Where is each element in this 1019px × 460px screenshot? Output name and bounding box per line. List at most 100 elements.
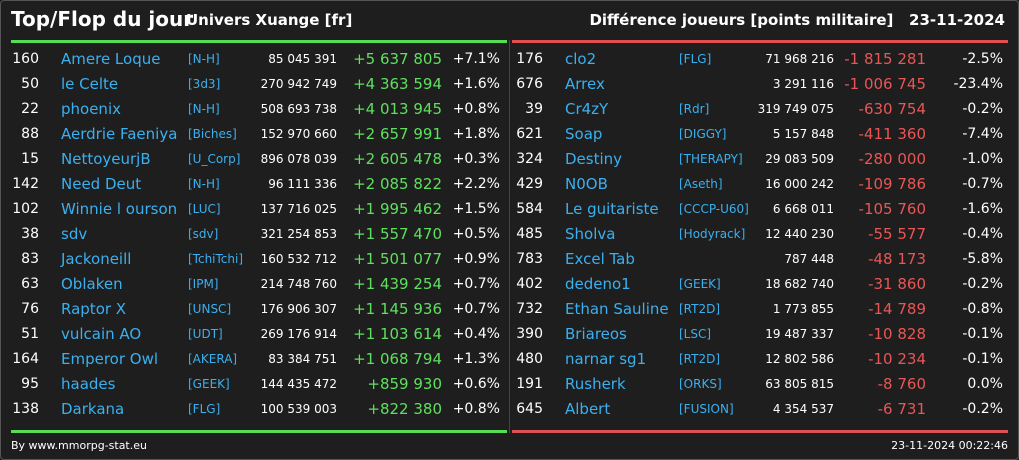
player-name-link[interactable]: phoenix [61,100,121,118]
player-name-link[interactable]: Excel Tab [565,250,635,268]
alliance-tag-link[interactable]: [U_Corp] [188,152,241,166]
player-name-link[interactable]: Need Deut [61,175,142,193]
points-cell: 18 682 740 [765,277,834,291]
top-players-table: 160 Amere Loque [N-H] 85 045 391 +5 637 805 +… [11,47,507,422]
player-name-link[interactable]: Ethan Sauline [565,300,669,318]
alliance-tag-link[interactable]: [TchiTchi] [188,252,244,266]
player-name-link[interactable]: Rusherk [565,375,626,393]
table-row: 402 dedeno1 [GEEK] 18 682 740 -31 860 -0.2% [512,272,1008,297]
table-row: 480 narnar sg1 [RT2D] 12 802 586 -10 234 -0.1… [512,347,1008,372]
player-name-link[interactable]: vulcain AO [61,325,142,343]
delta-cell: -14 789 [868,300,926,318]
alliance-tag-link[interactable]: [FLG] [679,52,712,66]
points-cell: 71 968 216 [765,52,834,66]
points-cell: 1 773 855 [772,302,834,316]
player-name-link[interactable]: Raptor X [61,300,127,318]
player-name-link[interactable]: Aerdrie Faeniya [61,125,178,143]
delta-cell: -1 006 745 [844,75,926,93]
alliance-tag-link[interactable]: [Rdr] [679,102,710,116]
player-name-link[interactable]: Soap [565,125,603,143]
alliance-tag-link[interactable]: [LUC] [188,202,221,216]
alliance-tag-link[interactable]: [FUSION] [679,402,734,416]
rank-cell: 429 [516,176,543,192]
alliance-tag-link[interactable]: [GEEK] [188,377,230,391]
alliance-tag-link[interactable]: [N-H] [188,52,220,66]
player-name-link[interactable]: sdv [61,225,88,243]
player-name-link[interactable]: Cr4zY [565,100,609,118]
table-row: 38 sdv [sdv] 321 254 853 +1 557 470 +0.5% [11,222,507,247]
alliance-tag-link[interactable]: [N-H] [188,102,220,116]
points-cell: 137 716 025 [260,202,337,216]
player-name-link[interactable]: Destiny [565,150,623,168]
alliance-tag-link[interactable]: [RT2D] [679,302,721,316]
player-name-link[interactable]: Briareos [565,325,627,343]
alliance-tag-link[interactable]: [Aseth] [679,177,723,191]
alliance-tag-link[interactable]: [CCCP-U60] [679,202,749,216]
points-cell: 160 532 712 [260,252,337,266]
table-row: 390 Briareos [LSC] 19 487 337 -10 828 -0.1% [512,322,1008,347]
player-name-link[interactable]: Amere Loque [61,50,161,68]
player-name-link[interactable]: clo2 [565,50,597,68]
delta-cell: -48 173 [868,250,926,268]
rank-cell: 142 [12,176,39,192]
alliance-tag-link[interactable]: [N-H] [188,177,220,191]
alliance-tag-link[interactable]: [UNSC] [188,302,232,316]
delta-cell: -109 786 [858,175,926,193]
player-name-link[interactable]: N0OB [565,175,608,193]
alliance-tag-link[interactable]: [RT2D] [679,352,721,366]
alliance-tag-link[interactable]: [UDT] [188,327,223,341]
footer-timestamp: 23-11-2024 00:22:46 [891,439,1008,452]
bottom-divider-red [512,430,1008,433]
points-cell: 319 749 075 [757,102,834,116]
player-name-link[interactable]: Arrex [565,75,605,93]
percent-cell: +7.1% [452,51,500,67]
alliance-tag-link[interactable]: [FLG] [188,402,221,416]
alliance-tag-link[interactable]: [3d3] [188,77,221,91]
points-cell: 214 748 760 [260,277,337,291]
player-name-link[interactable]: narnar sg1 [565,350,647,368]
percent-cell: -5.8% [962,251,1003,267]
player-name-link[interactable]: haades [61,375,116,393]
player-name-link[interactable]: le Celte [61,75,119,93]
player-name-link[interactable]: Jackoneill [61,250,132,268]
rank-cell: 50 [21,76,39,92]
alliance-tag-link[interactable]: [LSC] [679,327,712,341]
alliance-tag-link[interactable]: [Biches] [188,127,237,141]
alliance-tag-link[interactable]: [AKERA] [188,352,238,366]
rank-cell: 39 [525,101,543,117]
percent-cell: -0.1% [962,351,1003,367]
player-name-link[interactable]: Albert [565,400,611,418]
alliance-tag-link[interactable]: [GEEK] [679,277,721,291]
player-name-link[interactable]: Sholva [565,225,616,243]
alliance-tag-link[interactable]: [IPM] [188,277,219,291]
player-name-link[interactable]: Oblaken [61,275,123,293]
table-row: 324 Destiny [THERAPY] 29 083 509 -280 000 -1.… [512,147,1008,172]
alliance-tag-link[interactable]: [Hodyrack] [679,227,746,241]
delta-cell: +1 557 470 [353,225,442,243]
points-cell: 321 254 853 [260,227,337,241]
table-row: 142 Need Deut [N-H] 96 111 336 +2 085 822 +2.… [11,172,507,197]
alliance-tag-link[interactable]: [sdv] [188,227,219,241]
alliance-tag-link[interactable]: [DIGGY] [679,127,727,141]
player-name-link[interactable]: Le guitariste [565,200,659,218]
table-row: 485 Sholva [Hodyrack] 12 440 230 -55 577 -0.4… [512,222,1008,247]
player-name-link[interactable]: Winnie l ourson [61,200,178,218]
rank-cell: 63 [21,276,39,292]
delta-cell: -8 760 [877,375,926,393]
table-row: 621 Soap [DIGGY] 5 157 848 -411 360 -7.4% [512,122,1008,147]
percent-cell: +1.3% [452,351,500,367]
alliance-tag-link[interactable]: [THERAPY] [679,152,743,166]
percent-cell: +2.2% [452,176,500,192]
delta-cell: +1 145 936 [353,300,442,318]
player-name-link[interactable]: Darkana [61,400,125,418]
player-name-link[interactable]: dedeno1 [565,275,631,293]
points-cell: 5 157 848 [772,127,834,141]
alliance-tag-link[interactable]: [ORKS] [679,377,722,391]
bottom-divider-green [11,430,507,433]
percent-cell: +0.6% [452,376,500,392]
points-cell: 144 435 472 [260,377,337,391]
player-name-link[interactable]: NettoyeurjB [61,150,151,168]
percent-cell: +1.5% [452,201,500,217]
points-cell: 16 000 242 [765,177,834,191]
player-name-link[interactable]: Emperor Owl [61,350,159,368]
